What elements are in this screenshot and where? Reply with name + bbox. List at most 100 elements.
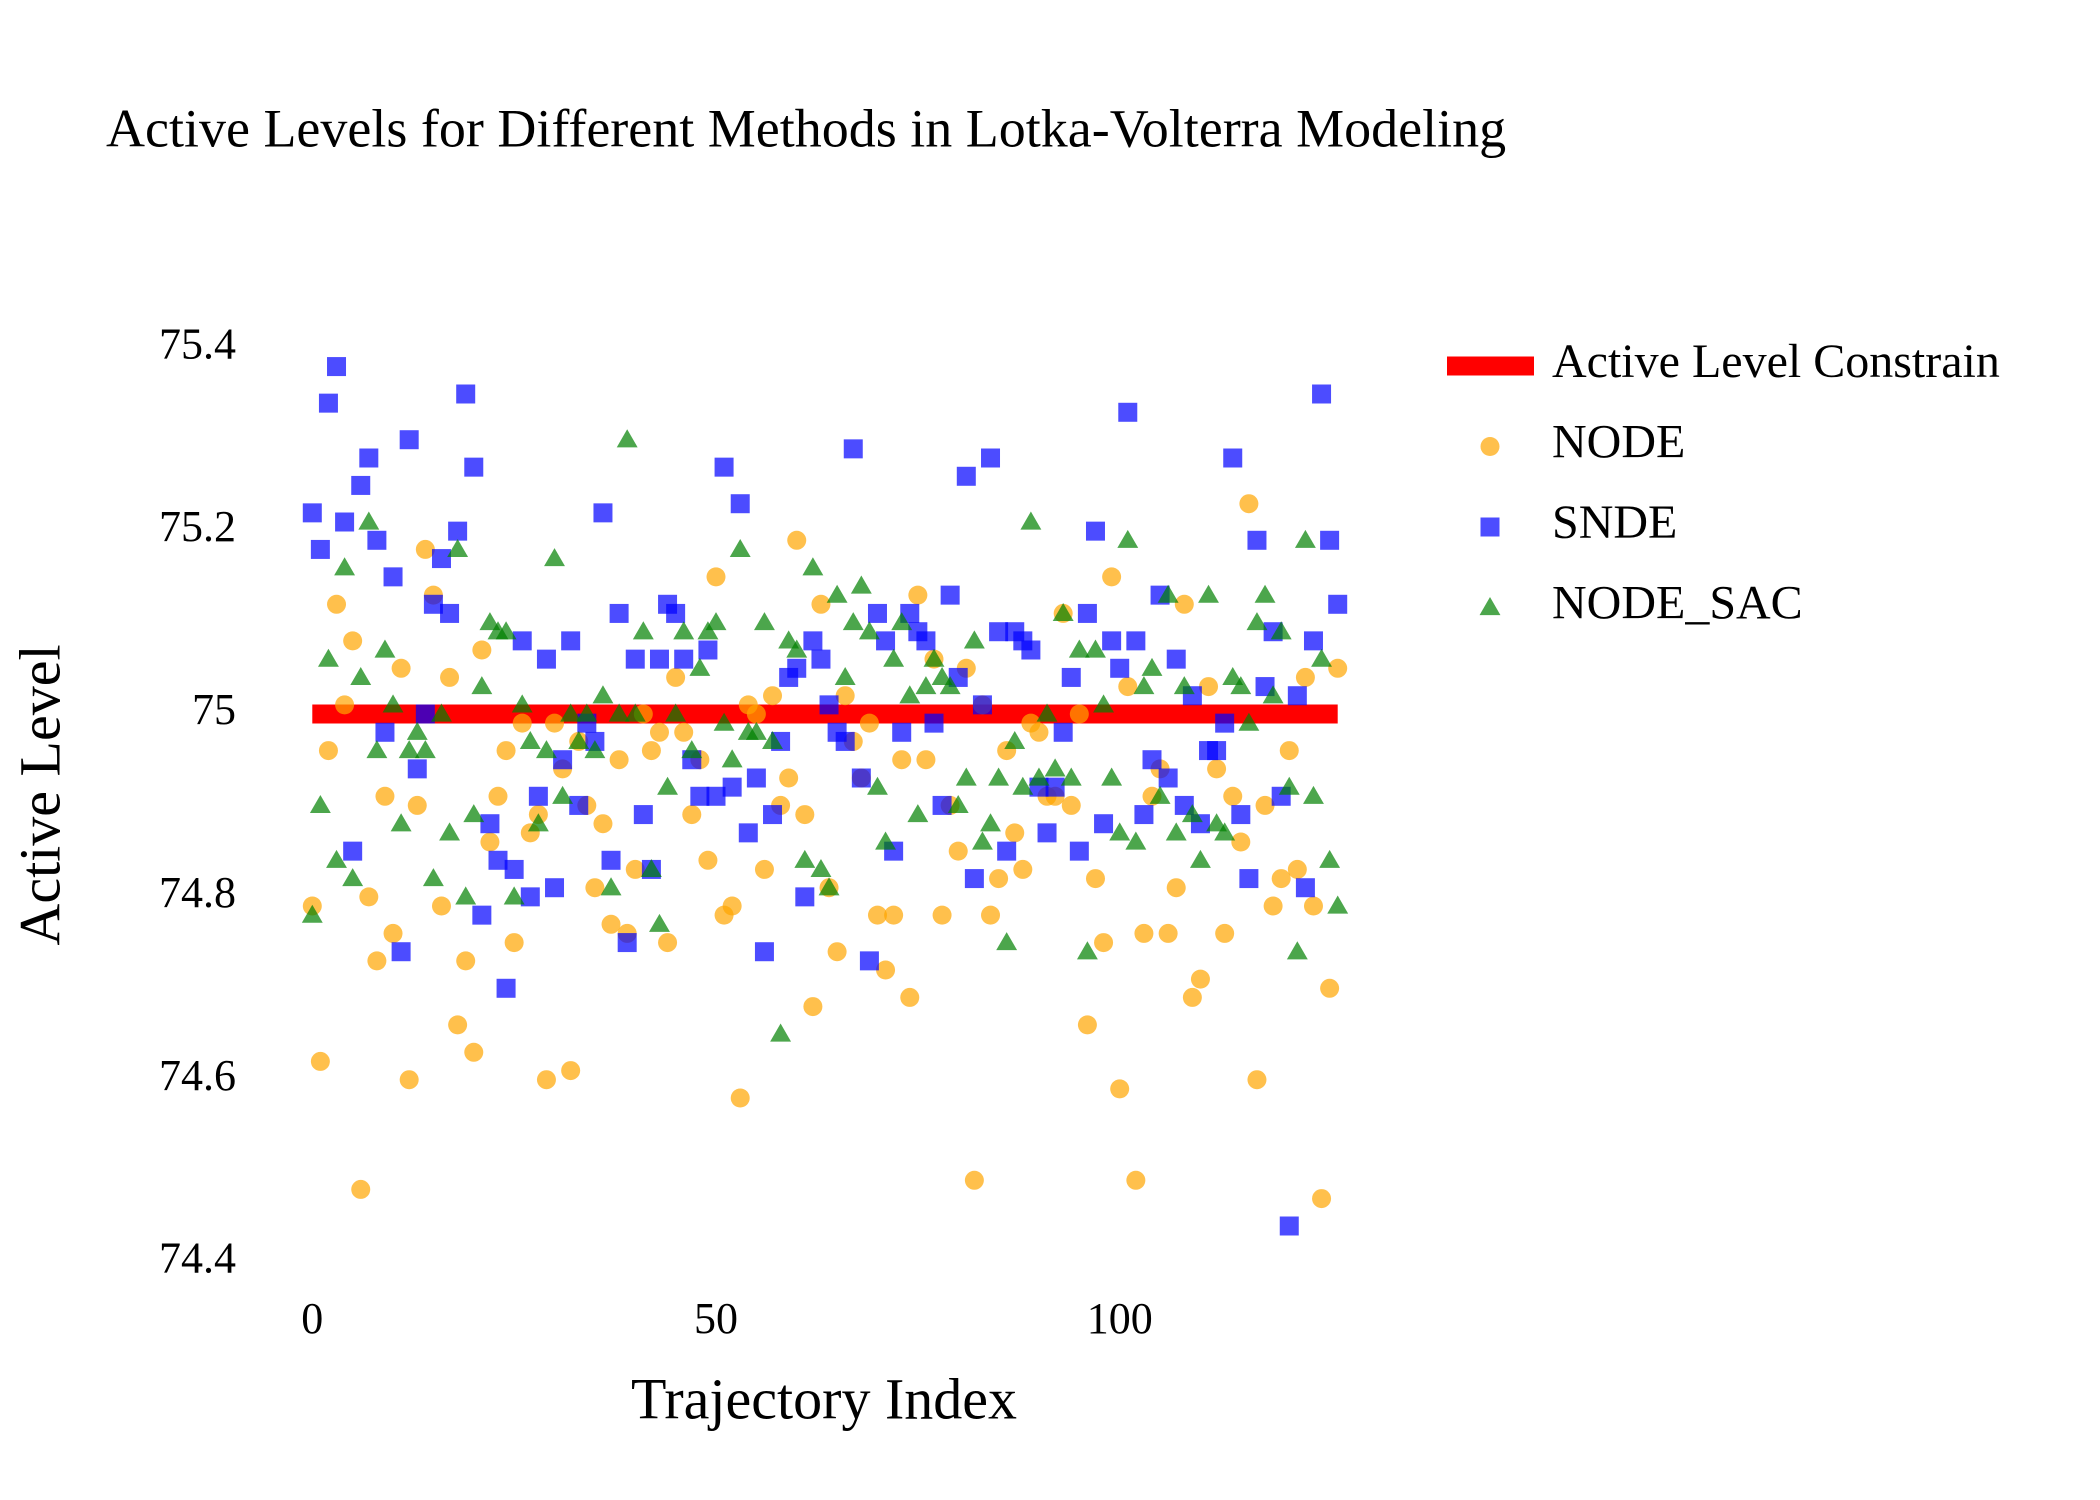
- triangle-marker: [834, 666, 856, 686]
- triangle-marker: [1479, 597, 1501, 616]
- circle-marker: [1207, 759, 1227, 779]
- square-marker: [472, 905, 492, 925]
- square-marker: [859, 951, 879, 971]
- circle-marker: [1312, 1189, 1332, 1209]
- square-marker: [876, 631, 896, 651]
- circle-marker: [1271, 869, 1291, 889]
- square-marker: [787, 658, 807, 678]
- square-marker: [892, 722, 912, 742]
- circle-marker: [310, 1051, 330, 1071]
- square-marker: [431, 549, 451, 569]
- triangle-marker: [867, 776, 888, 795]
- legend-label: NODE: [1552, 416, 1685, 469]
- circle-marker: [1255, 795, 1275, 815]
- legend-label: NODE_SAC: [1552, 577, 1803, 630]
- triangle-marker: [301, 904, 323, 923]
- triangle-marker: [632, 621, 654, 640]
- square-marker: [1231, 805, 1251, 825]
- circle-marker: [658, 933, 678, 953]
- square-marker: [989, 622, 1009, 642]
- square-marker: [407, 759, 427, 779]
- triangle-marker: [1085, 639, 1106, 658]
- y-tick-label: 75.2: [159, 502, 236, 551]
- triangle-marker: [616, 429, 638, 448]
- circle-marker: [1102, 567, 1122, 587]
- circle-marker: [835, 686, 855, 706]
- circle-marker: [964, 1170, 984, 1190]
- square-marker: [1045, 777, 1065, 797]
- circle-marker: [448, 1015, 468, 1035]
- triangle-marker: [955, 767, 977, 786]
- triangle-marker: [778, 630, 800, 649]
- triangle-marker: [1222, 666, 1244, 686]
- square-marker: [1295, 878, 1315, 898]
- circle-marker: [730, 1088, 750, 1108]
- square-marker: [795, 887, 815, 907]
- triangle-marker: [907, 804, 929, 823]
- circle-marker: [480, 832, 500, 852]
- triangle-marker: [463, 804, 485, 823]
- triangle-marker: [915, 676, 937, 695]
- circle-marker: [585, 878, 605, 898]
- triangle-marker: [1198, 584, 1219, 603]
- square-marker: [569, 795, 589, 815]
- triangle-marker: [923, 648, 945, 667]
- circle-marker: [625, 859, 645, 879]
- triangle-marker: [1206, 813, 1228, 832]
- x-tick-label: 100: [1087, 1294, 1153, 1343]
- circle-marker: [948, 841, 968, 861]
- x-tick-label: 50: [694, 1294, 738, 1343]
- circle-marker: [649, 722, 669, 742]
- triangle-marker: [1246, 612, 1268, 631]
- circle-marker: [932, 905, 952, 925]
- triangle-marker: [366, 740, 388, 759]
- square-marker: [811, 649, 831, 669]
- square-marker: [763, 805, 783, 825]
- triangle-marker: [753, 612, 775, 631]
- circle-marker: [867, 905, 887, 925]
- square-marker: [843, 439, 863, 459]
- triangle-marker: [794, 849, 816, 868]
- y-tick-label: 75: [192, 685, 236, 734]
- square-marker: [1166, 649, 1186, 669]
- circle-marker: [1134, 923, 1154, 943]
- circle-marker: [407, 795, 427, 815]
- square-marker: [1061, 667, 1081, 687]
- circle-marker: [367, 951, 387, 971]
- triangle-marker: [1028, 767, 1050, 786]
- square-marker: [964, 869, 984, 889]
- circle-marker: [609, 750, 629, 770]
- triangle-marker: [939, 676, 961, 695]
- circle-marker: [1110, 1079, 1130, 1099]
- triangle-marker: [1286, 941, 1308, 960]
- square-marker: [690, 786, 710, 806]
- triangle-marker: [1262, 685, 1284, 704]
- circle-marker: [908, 585, 928, 605]
- circle-marker: [593, 814, 613, 834]
- square-marker: [1328, 594, 1348, 614]
- square-marker: [310, 539, 330, 559]
- square-marker: [1223, 448, 1243, 468]
- square-marker: [375, 722, 395, 742]
- circle-marker: [803, 997, 823, 1017]
- square-marker: [545, 878, 565, 898]
- triangle-marker: [705, 612, 727, 631]
- circle-marker: [318, 741, 338, 761]
- square-marker: [367, 530, 387, 550]
- circle-marker: [1215, 923, 1235, 943]
- circle-marker: [1295, 667, 1315, 687]
- triangle-marker: [608, 703, 630, 722]
- circle-marker: [1158, 923, 1178, 943]
- triangle-marker: [511, 694, 533, 713]
- triangle-marker: [721, 749, 743, 768]
- triangle-marker: [406, 721, 428, 740]
- triangle-marker: [802, 557, 824, 576]
- circle-marker: [343, 631, 363, 651]
- circle-marker: [981, 905, 1001, 925]
- square-marker: [1207, 741, 1227, 761]
- triangle-marker: [971, 831, 993, 850]
- circle-marker: [601, 914, 621, 934]
- triangle-marker: [350, 666, 372, 686]
